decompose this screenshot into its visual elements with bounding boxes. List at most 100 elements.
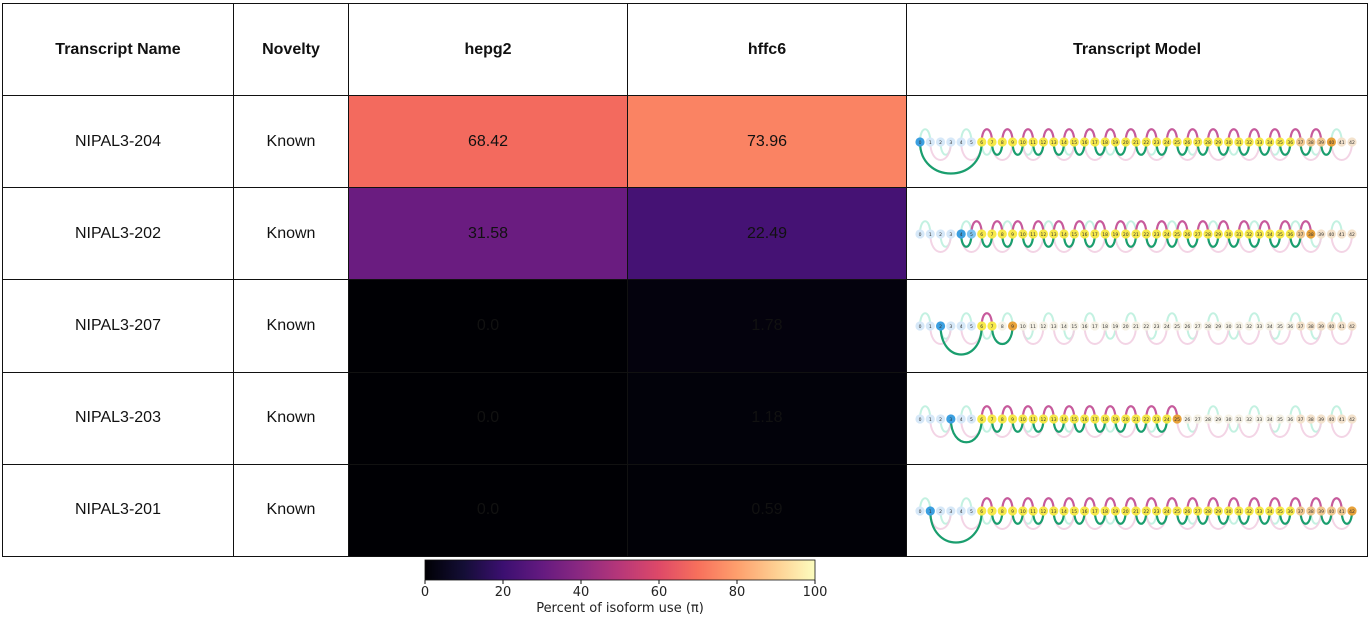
- transcript-name: NIPAL3-201: [2, 463, 234, 558]
- table-row: NIPAL3-204 Known 68.42 73.96 0 1 2 3 4 5 6 7 8 9 10 11 1…: [2, 94, 1368, 189]
- node-14: [1059, 229, 1069, 239]
- node-31: [1234, 414, 1244, 424]
- node-label: 22: [1143, 324, 1149, 330]
- node-label: 32: [1246, 232, 1252, 238]
- node-label: 40: [1329, 140, 1335, 146]
- colorbar-gradient: [424, 559, 816, 581]
- node-13: [1049, 506, 1059, 516]
- node-25: [1172, 414, 1182, 424]
- node-2: [935, 414, 946, 424]
- node-label: 37: [1298, 416, 1304, 422]
- node-label: 4: [960, 509, 963, 515]
- node-2: [935, 506, 946, 516]
- node-29: [1213, 414, 1223, 424]
- node-label: 35: [1277, 324, 1283, 330]
- node-27: [1193, 321, 1203, 332]
- node-label: 30: [1226, 232, 1232, 238]
- node-28: [1203, 229, 1213, 239]
- node-35: [1275, 506, 1285, 516]
- exon-edge: [949, 418, 983, 443]
- node-label: 26: [1185, 416, 1191, 422]
- node-29: [1213, 229, 1223, 239]
- node-label: 6: [980, 416, 983, 422]
- node-label: 2: [939, 140, 942, 146]
- node-0: [915, 229, 925, 239]
- table-row: NIPAL3-203 Known 0.0 1.18 0 1 2 3 4 5 6 7 8 9 10 11 12 13…: [2, 371, 1368, 465]
- node-label: 20: [1123, 140, 1129, 146]
- table-row: NIPAL3-207 Known 0.0 1.78 0 1 2 3 4 5 6 7 8 9 10 11 12 13…: [2, 279, 1368, 373]
- node-label: 4: [960, 324, 963, 330]
- node-11: [1028, 414, 1038, 424]
- node-25: [1172, 137, 1182, 147]
- node-14: [1059, 414, 1069, 424]
- node-label: 23: [1154, 416, 1160, 422]
- node-label: 38: [1308, 232, 1314, 238]
- node-40: [1326, 137, 1337, 147]
- node-40: [1326, 414, 1337, 424]
- node-label: 6: [980, 324, 983, 330]
- faded-intron-edge: [1299, 418, 1323, 438]
- node-6: [977, 321, 987, 332]
- node-4: [956, 321, 966, 332]
- node-37: [1295, 137, 1306, 147]
- node-label: 0: [919, 232, 922, 238]
- node-12: [1038, 321, 1049, 332]
- node-17: [1090, 137, 1100, 147]
- node-15: [1069, 229, 1079, 239]
- node-label: 41: [1339, 140, 1345, 146]
- node-label: 10: [1020, 232, 1026, 238]
- node-29: [1213, 321, 1223, 332]
- node-label: 8: [1001, 416, 1004, 422]
- colorbar-label: Percent of isoform use (π): [536, 601, 704, 616]
- node-label: 9: [1011, 324, 1014, 330]
- node-35: [1275, 137, 1285, 147]
- node-31: [1234, 506, 1244, 516]
- node-15: [1069, 137, 1079, 147]
- node-label: 21: [1133, 324, 1139, 330]
- node-5: [966, 506, 977, 516]
- node-20: [1121, 229, 1131, 239]
- node-label: 24: [1164, 232, 1170, 238]
- node-label: 13: [1051, 140, 1057, 146]
- node-38: [1306, 506, 1316, 516]
- node-8: [997, 414, 1007, 424]
- node-39: [1316, 414, 1326, 424]
- node-10: [1018, 506, 1028, 516]
- node-40: [1326, 229, 1337, 239]
- node-18: [1100, 137, 1110, 147]
- node-41: [1337, 321, 1347, 332]
- node-label: 36: [1287, 324, 1293, 330]
- node-10: [1018, 229, 1028, 239]
- node-label: 22: [1143, 416, 1149, 422]
- node-label: 29: [1215, 509, 1221, 515]
- node-label: 25: [1174, 232, 1180, 238]
- node-39: [1316, 321, 1326, 332]
- node-2: [935, 321, 946, 332]
- node-34: [1265, 229, 1275, 239]
- node-23: [1151, 414, 1162, 424]
- transcript-name: NIPAL3-207: [2, 279, 234, 373]
- node-36: [1285, 137, 1295, 147]
- node-9: [1007, 321, 1018, 332]
- node-22: [1141, 137, 1151, 147]
- node-label: 39: [1318, 324, 1324, 330]
- node-label: 13: [1051, 509, 1057, 515]
- node-10: [1018, 414, 1028, 424]
- node-42: [1347, 506, 1357, 516]
- node-label: 22: [1143, 140, 1149, 146]
- transcript-table: Transcript Name Novelty hepg2 hffc6 Tran…: [2, 3, 1368, 558]
- node-label: 34: [1267, 509, 1273, 515]
- node-2: [935, 229, 946, 239]
- node-label: 31: [1236, 232, 1242, 238]
- node-label: 3: [949, 140, 952, 146]
- node-7: [987, 414, 997, 424]
- node-label: 0: [919, 324, 922, 330]
- node-label: 27: [1195, 509, 1201, 515]
- faded-intron-edge: [929, 326, 952, 346]
- node-label: 27: [1195, 232, 1201, 238]
- node-label: 19: [1113, 140, 1119, 146]
- node-label: 31: [1236, 140, 1242, 146]
- node-label: 34: [1267, 140, 1273, 146]
- node-24: [1162, 137, 1172, 147]
- node-25: [1172, 506, 1182, 516]
